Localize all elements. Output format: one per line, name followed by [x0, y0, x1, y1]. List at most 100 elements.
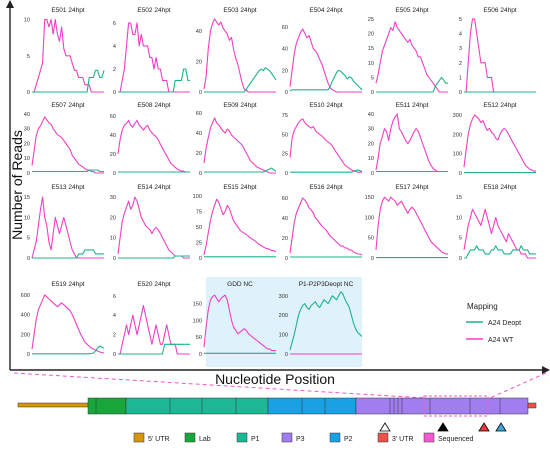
subplot-title: P1-P2P3Deopt NC: [299, 281, 354, 288]
y-tick-label: 400: [21, 313, 30, 319]
y-tick-label: 0: [459, 256, 462, 262]
y-tick-label: 0: [199, 171, 202, 177]
y-tick-label: 200: [21, 332, 30, 338]
subplot-16: E516 24hpt 60 40 20 0: [282, 184, 363, 262]
y-tick-label: 50: [368, 236, 374, 242]
y-tick-label: 6: [113, 21, 116, 27]
genome-legend-label: 5' UTR: [148, 436, 170, 443]
y-tick-label: 40: [110, 133, 116, 139]
y-tick-label: 6: [113, 294, 116, 300]
genome-legend-label: P2: [344, 436, 353, 443]
series-line-deopt: [32, 169, 104, 173]
subplot-title: GDD NC: [227, 281, 253, 288]
y-tick-label: 60: [282, 25, 288, 31]
subplot-title: E505 24hpt: [395, 7, 428, 14]
genome-legend-swatch: [184, 432, 196, 443]
subplot-13: E513 24hpt 15 10 5 0: [24, 184, 104, 262]
genome-legend: 5' UTR Lab P1 P3 P2 3' UTR Sequenced: [133, 432, 474, 443]
subplot-22: P1-P2P3Deopt NC 300 200 100 0: [279, 281, 363, 358]
y-axis-label: Number of Reads: [9, 130, 25, 240]
legend-label-wt: A24 WT: [488, 337, 514, 344]
y-tick-label: 0: [459, 171, 462, 177]
y-tick-label: 0: [27, 256, 30, 262]
subplot-title: E511 24hpt: [396, 102, 429, 109]
y-tick-label: 10: [456, 215, 462, 221]
y-tick-label: 20: [196, 151, 202, 157]
y-tick-label: 20: [368, 32, 374, 38]
y-tick-label: 20: [368, 141, 374, 147]
y-tick-label: 75: [282, 113, 288, 119]
series-line-wt: [203, 18, 276, 93]
y-tick-label: 15: [24, 195, 30, 201]
series-line-wt: [289, 28, 362, 93]
y-tick-label: 4: [113, 313, 116, 319]
subplot-11: E511 24hpt 40 30 20 10 0: [368, 102, 448, 177]
y-tick-label: 40: [368, 112, 374, 118]
y-tick-label: 2: [113, 67, 116, 73]
series-line-wt: [375, 196, 448, 255]
sequenced-region-callout: [13, 372, 547, 399]
genome-legend-swatch: [377, 432, 389, 443]
genome-sequenced-region: [423, 395, 489, 417]
subplot-9: E509 24hpt 60 40 20 0: [196, 102, 277, 177]
subplot-title: E502 24hpt: [137, 7, 170, 14]
y-tick-label: 200: [453, 132, 462, 138]
genome-legend-swatch: [133, 432, 145, 443]
y-tick-label: 50: [196, 335, 202, 341]
subplot-title: E518 24hpt: [483, 184, 516, 191]
y-tick-label: 25: [282, 152, 288, 158]
genome-marker-triangle: [379, 422, 391, 432]
y-tick-label: 4: [113, 44, 116, 50]
series-line-wt: [463, 114, 536, 172]
series-line-deopt: [204, 167, 277, 173]
y-tick-label: 30: [24, 127, 30, 133]
y-tick-label: 300: [453, 113, 462, 119]
series-line-deopt: [204, 67, 277, 93]
y-tick-label: 40: [282, 216, 288, 222]
subplot-title: E515 24hpt: [223, 184, 256, 191]
y-tick-label: 0: [459, 90, 462, 96]
subplot-15: E515 24hpt 100 75 50 25 0: [193, 184, 277, 262]
x-axis-label: Nucleotide Position: [215, 371, 335, 387]
y-tick-label: 10: [24, 215, 30, 221]
y-tick-label: 10: [24, 156, 30, 162]
genome-marker-triangle: [495, 422, 507, 432]
y-axis-arrowhead: [6, 0, 14, 8]
subplot-title: E509 24hpt: [223, 102, 256, 109]
genome-marker-triangle: [437, 422, 449, 432]
y-tick-label: 100: [193, 194, 202, 200]
subplot-21: GDD NC 150 100 50 0: [193, 281, 276, 358]
series-line-wt: [32, 19, 104, 93]
genome-map: [17, 395, 537, 432]
y-tick-label: 10: [110, 236, 116, 242]
subplot-7: E507 24hpt 40 30 20 10 0: [24, 102, 104, 177]
subplot-title: E504 24hpt: [309, 7, 342, 14]
y-tick-label: 20: [196, 60, 202, 66]
y-tick-label: 20: [24, 141, 30, 147]
series-line-deopt: [32, 249, 104, 259]
genome-legend-label: Sequenced: [438, 436, 474, 443]
y-tick-label: 60: [196, 111, 202, 117]
y-tick-label: 40: [196, 131, 202, 137]
y-tick-label: 100: [365, 215, 374, 221]
y-tick-label: 200: [279, 313, 288, 319]
y-tick-label: 0: [285, 90, 288, 96]
series-line-wt: [31, 196, 104, 259]
subplot-4: E504 24hpt 60 40 20 0: [282, 7, 363, 96]
y-tick-label: 20: [110, 215, 116, 221]
y-tick-label: 0: [27, 90, 30, 96]
subplot-10: E510 24hpt 75 50 25 0: [282, 102, 363, 177]
mapping-legend: Mapping A24 Deopt A24 WT: [466, 302, 521, 344]
genome-lab: [87, 397, 127, 415]
genome-legend-label: P3: [296, 436, 305, 443]
genome-legend-label: 3' UTR: [392, 436, 414, 443]
y-tick-label: 0: [199, 90, 202, 96]
y-tick-label: 10: [24, 18, 30, 24]
subplot-title: E519 24hpt: [51, 281, 84, 288]
y-tick-label: 5: [459, 236, 462, 242]
genome-3utr: [527, 402, 537, 409]
y-tick-label: 2: [459, 61, 462, 67]
y-tick-label: 25: [196, 241, 202, 247]
